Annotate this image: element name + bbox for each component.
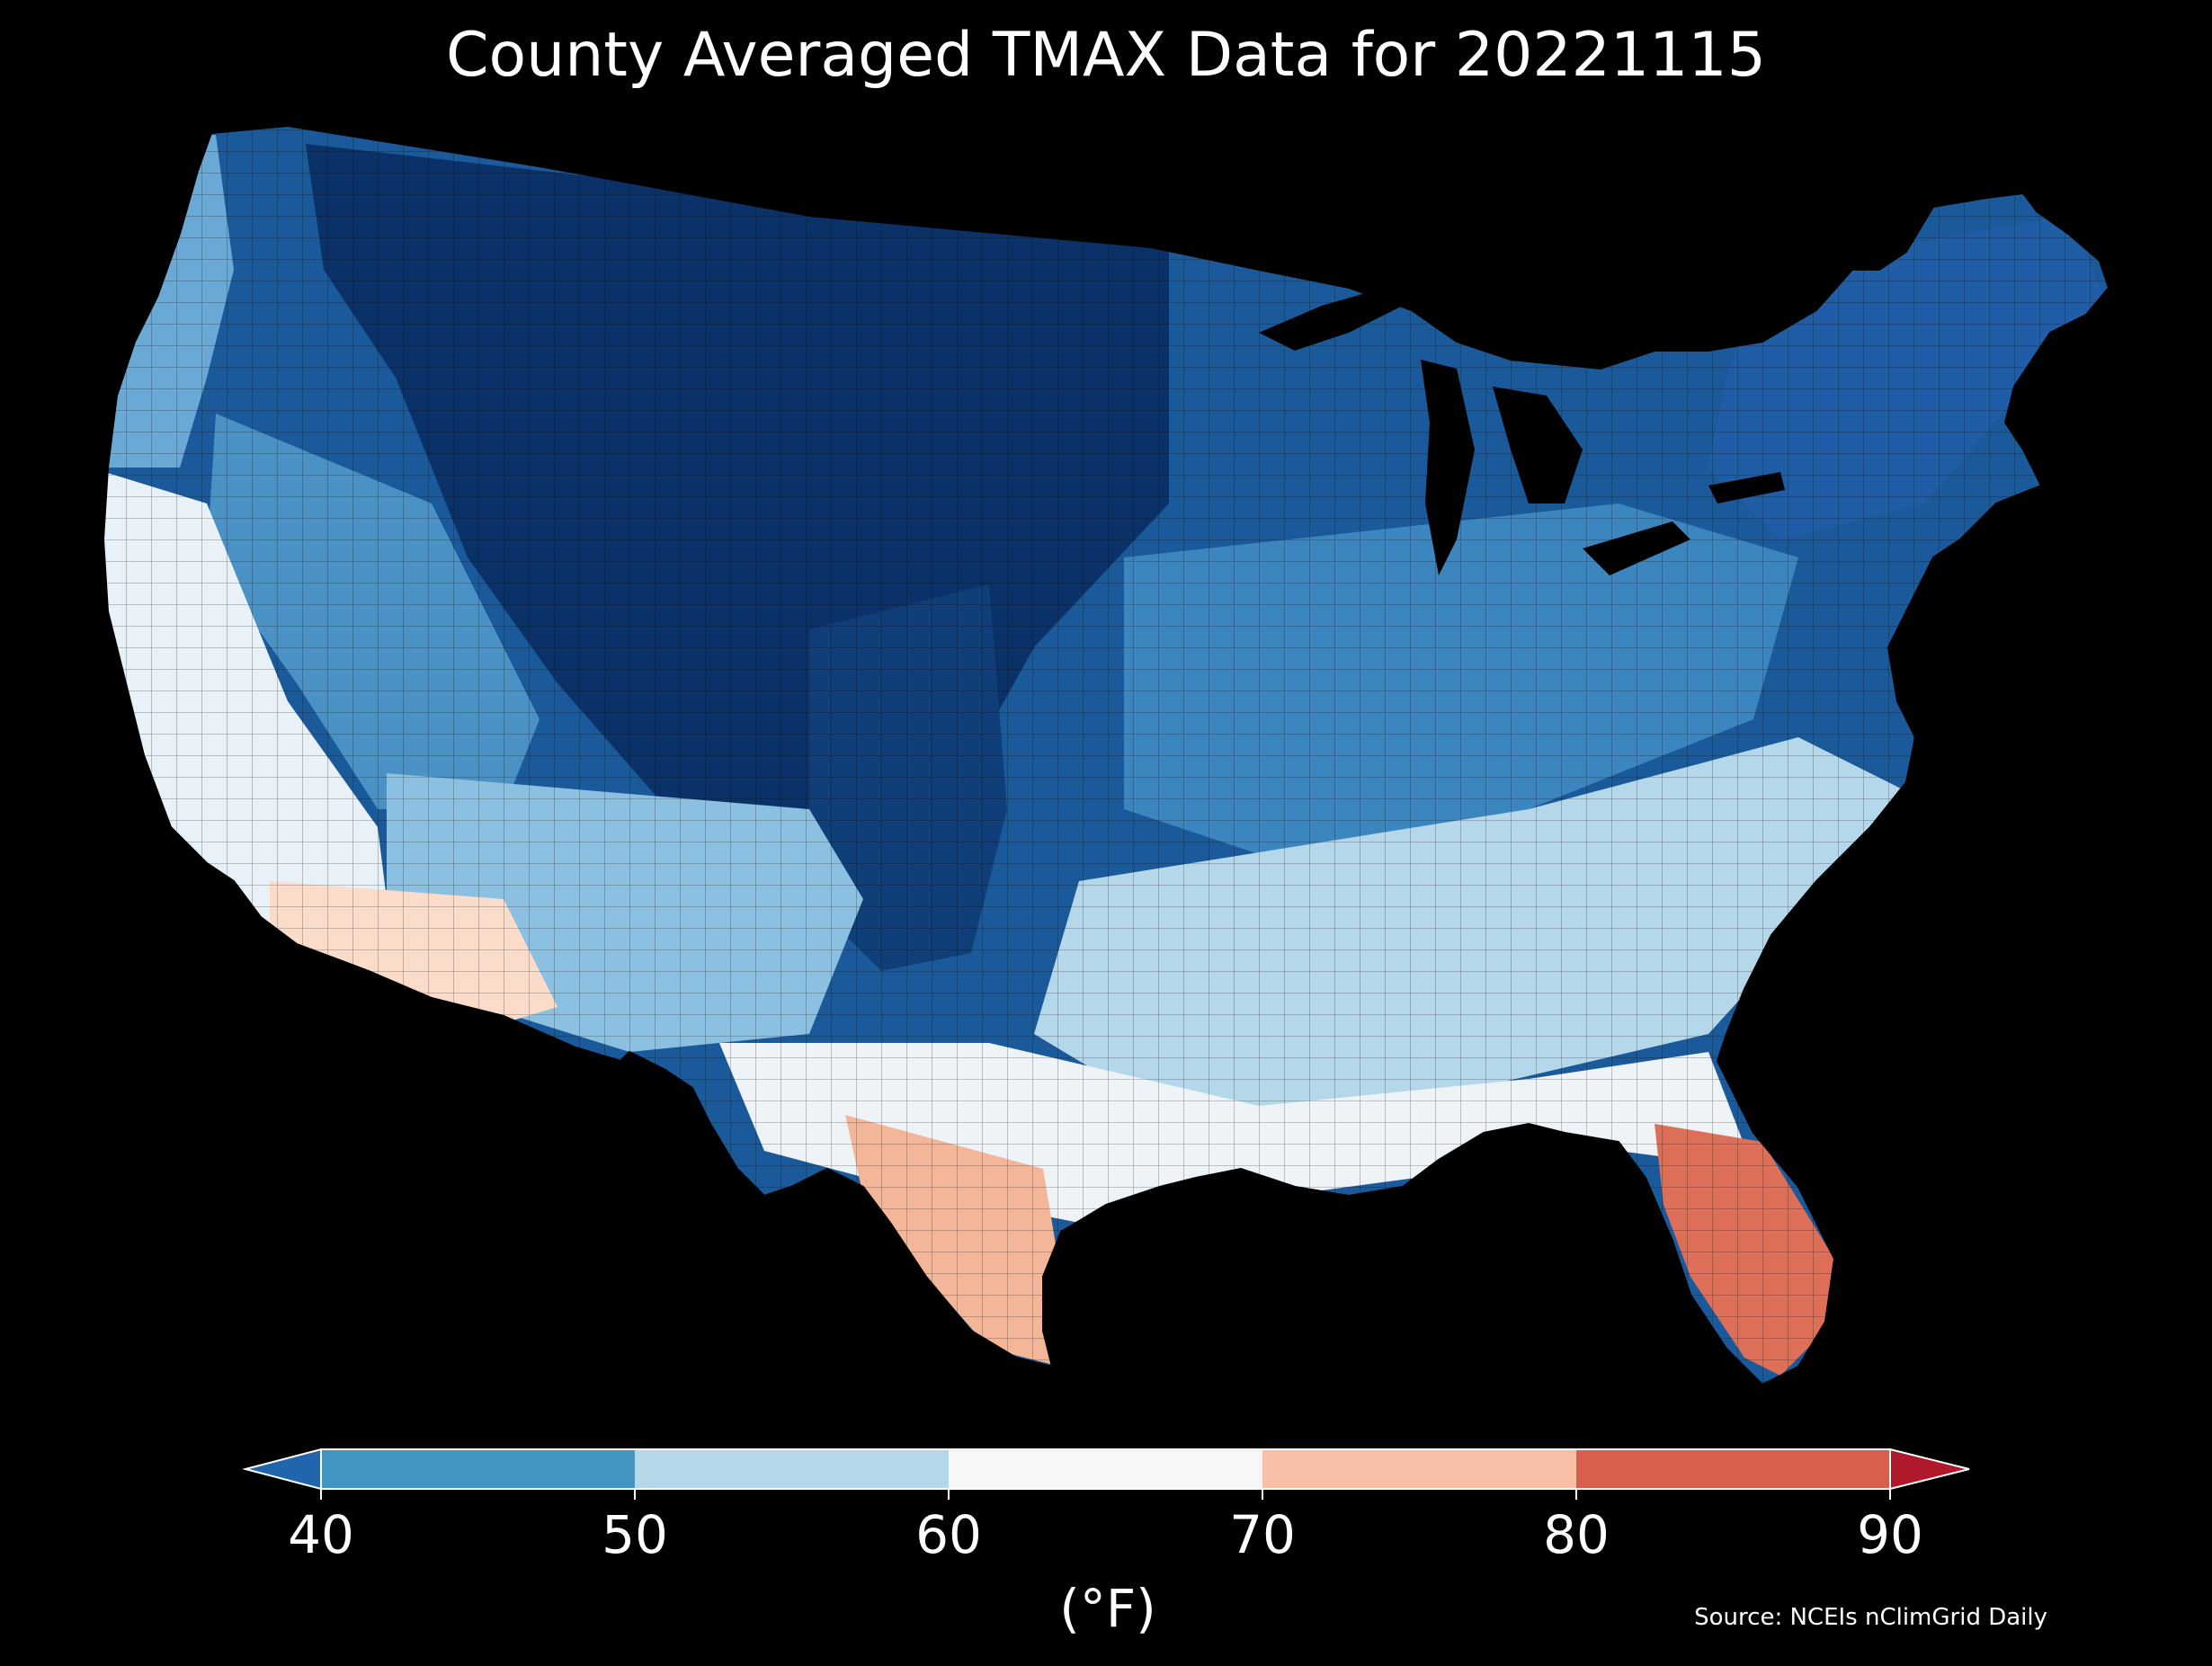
colorbar-bin-60-70 xyxy=(949,1449,1262,1489)
source-note: Source: NCEIs nClimGrid Daily xyxy=(1694,1604,2047,1631)
map-title: County Averaged TMAX Data for 20221115 xyxy=(446,20,1766,91)
lake-erie xyxy=(1583,521,1690,575)
colorbar-unit-label: (°F) xyxy=(1059,1578,1156,1639)
lake-michigan xyxy=(1421,360,1475,575)
lake-ontario xyxy=(1708,472,1785,503)
colorbar-tick-label-60: 60 xyxy=(915,1504,982,1565)
us-outline xyxy=(102,124,2110,1386)
colorbar-tick-label-90: 90 xyxy=(1857,1504,1923,1565)
colorbar-bin-50-60 xyxy=(635,1449,949,1489)
colorbar-tick-label-40: 40 xyxy=(288,1504,354,1565)
colorbar-frame xyxy=(320,1448,1891,1490)
lake-superior xyxy=(1259,288,1403,351)
colorbar-over-arrow xyxy=(1889,1448,1970,1491)
colorbar-bin-80-90 xyxy=(1576,1449,1890,1489)
colorbar-bin-70-80 xyxy=(1262,1449,1576,1489)
colorbar-tick-label-70: 70 xyxy=(1229,1504,1296,1565)
colorbar-tick-label-80: 80 xyxy=(1543,1504,1610,1565)
colorbar-under-arrow xyxy=(242,1448,322,1491)
colorbar-bin-40-50 xyxy=(321,1449,635,1489)
lake-huron xyxy=(1493,387,1583,503)
colorbar-tick-label-50: 50 xyxy=(602,1504,668,1565)
